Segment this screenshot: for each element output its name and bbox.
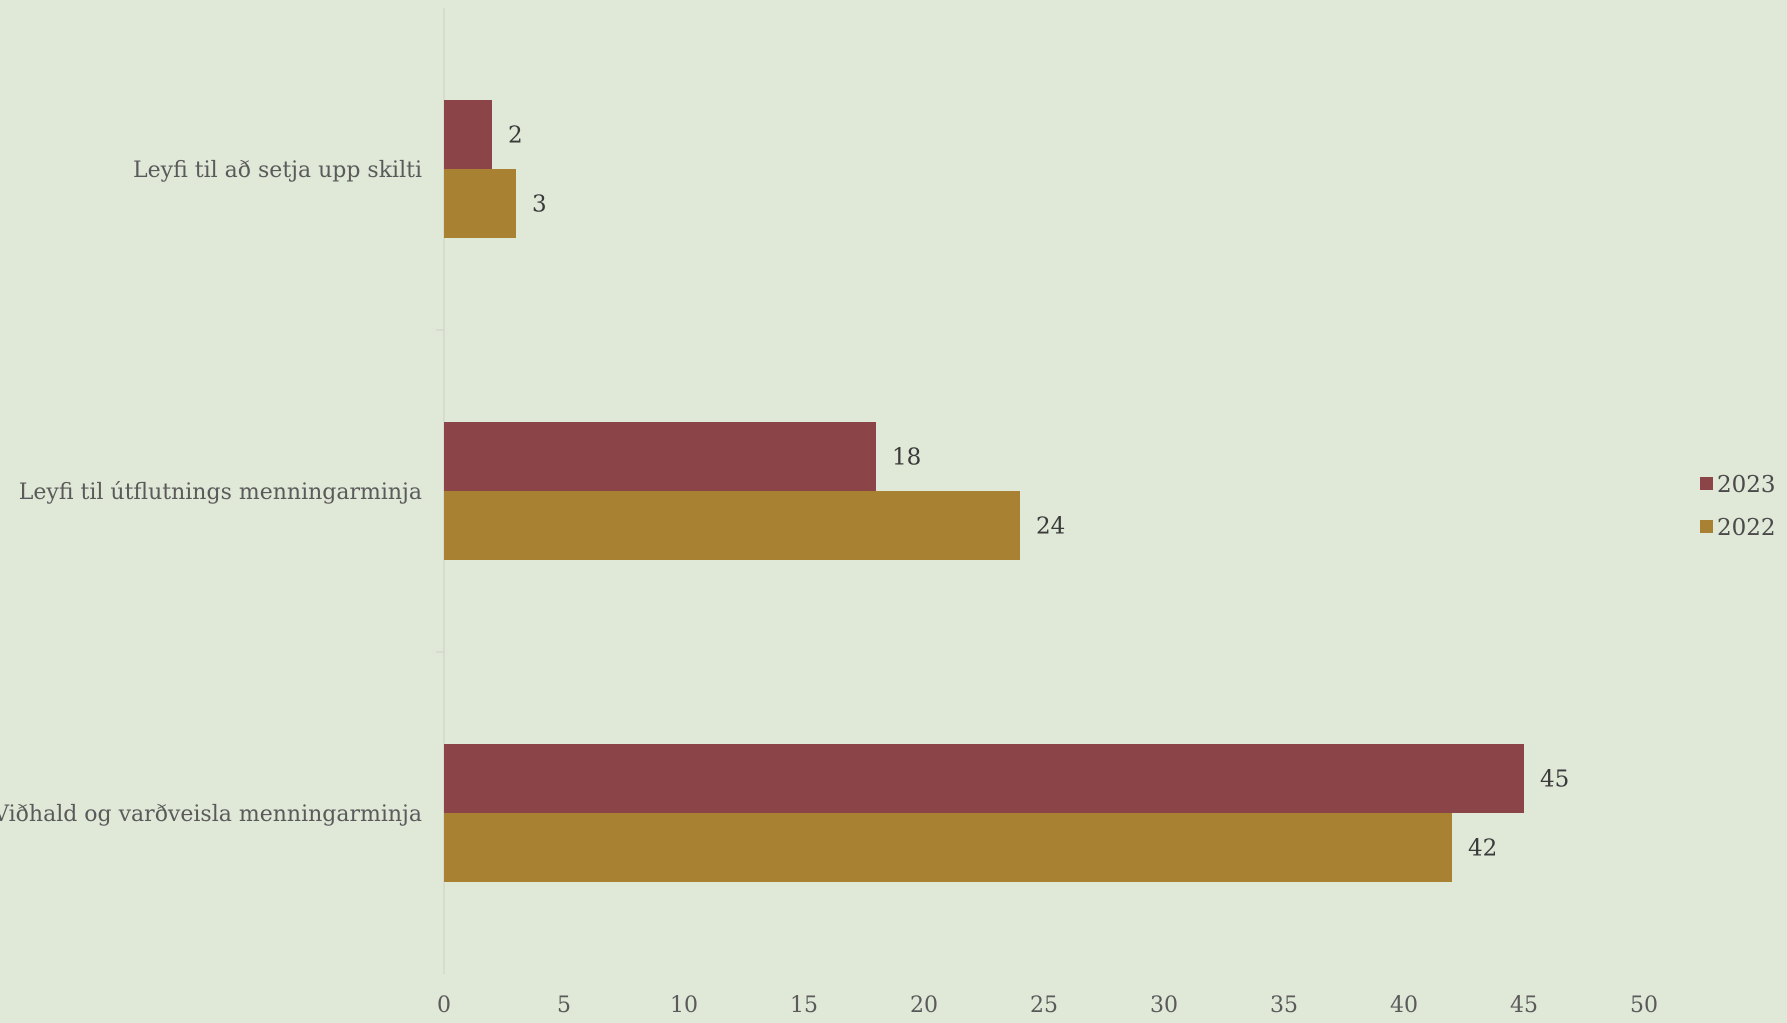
x-tick-label: 30 <box>1150 993 1178 1018</box>
category-label: Leyfi til að setja upp skilti <box>133 158 422 183</box>
category-label: Viðhald og varðveisla menningarminja <box>0 802 422 827</box>
x-tick-label: 10 <box>670 993 698 1018</box>
x-tick-label: 20 <box>910 993 938 1018</box>
bar <box>444 813 1452 882</box>
x-tick-label: 0 <box>437 993 451 1018</box>
axis-layer <box>436 8 445 974</box>
x-tick-label: 5 <box>557 993 571 1018</box>
legend-swatch <box>1700 477 1713 490</box>
bar <box>444 422 876 491</box>
data-label: 3 <box>532 192 547 218</box>
data-label: 45 <box>1540 767 1569 793</box>
data-label: 24 <box>1036 514 1065 540</box>
legend-swatch <box>1700 520 1713 533</box>
bar <box>444 169 516 238</box>
data-label: 2 <box>508 123 523 149</box>
bar <box>444 491 1020 560</box>
x-tick-label: 35 <box>1270 993 1298 1018</box>
bar <box>444 744 1524 813</box>
legend-label: 2023 <box>1717 472 1776 498</box>
legend-label: 2022 <box>1717 515 1776 541</box>
x-tick-label: 25 <box>1030 993 1058 1018</box>
x-tick-label: 15 <box>790 993 818 1018</box>
data-label: 18 <box>892 445 921 471</box>
label-layer: 0 5 10 15 20 25 30 35 40 45 50 Leyfi til að setja u… <box>0 123 1658 1019</box>
legend: 2023 2022 <box>1700 472 1776 541</box>
bar-layer <box>444 100 1524 882</box>
x-tick-label: 40 <box>1390 993 1418 1018</box>
bar <box>444 100 492 169</box>
data-label: 42 <box>1468 836 1497 862</box>
x-tick-label: 45 <box>1510 993 1538 1018</box>
category-label: Leyfi til útflutnings menningarminja <box>19 480 422 505</box>
x-tick-label: 50 <box>1630 993 1658 1018</box>
